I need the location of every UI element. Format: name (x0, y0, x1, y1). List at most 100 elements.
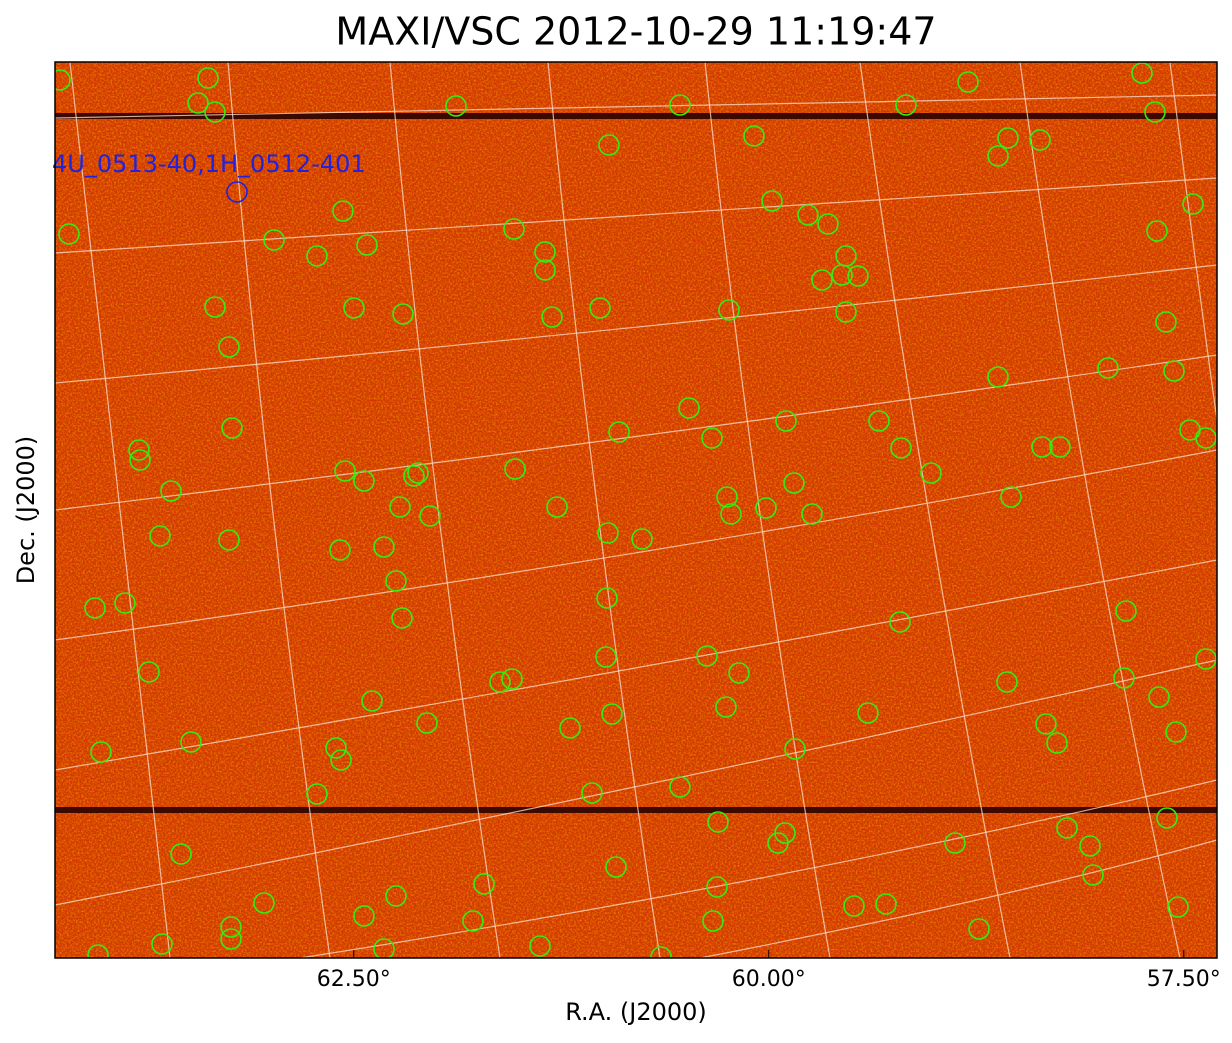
source-marker (1146, 220, 1168, 242)
source-marker (151, 933, 173, 955)
source-marker (204, 101, 226, 123)
grid-line (55, 449, 1217, 641)
source-marker (330, 749, 352, 771)
source-marker (631, 528, 653, 550)
source-marker (160, 480, 182, 502)
grid-line (699, 839, 1217, 958)
source-marker (997, 127, 1019, 149)
source-marker (218, 529, 240, 551)
source-marker (696, 645, 718, 667)
source-marker (187, 92, 209, 114)
image-noise (55, 62, 1217, 958)
source-marker (847, 265, 869, 287)
source-marker (541, 306, 563, 328)
source-marker (343, 297, 365, 319)
source-marker (678, 397, 700, 419)
source-marker (114, 592, 136, 614)
source-marker (197, 67, 219, 89)
source-marker (546, 496, 568, 518)
source-marker (996, 671, 1018, 693)
source-marker (534, 241, 556, 263)
source-marker (221, 417, 243, 439)
dark-stripe (55, 113, 1217, 119)
source-marker (149, 525, 171, 547)
sky-grid (55, 62, 1217, 958)
source-marker (895, 94, 917, 116)
dark-stripe (55, 807, 1217, 813)
source-marker (534, 259, 556, 281)
source-marker (489, 671, 511, 693)
source-marker (170, 843, 192, 865)
source-marker (707, 811, 729, 833)
source-marker (601, 703, 623, 725)
source-marker (1046, 732, 1068, 754)
source-marker (835, 301, 857, 323)
source-marker (389, 496, 411, 518)
source-marker (875, 893, 897, 915)
source-marker (597, 522, 619, 544)
source-marker (373, 938, 395, 958)
grid-line (704, 62, 831, 958)
source-marker (783, 472, 805, 494)
grid-line (55, 354, 1217, 511)
grid-line (55, 559, 1217, 771)
source-marker (669, 776, 691, 798)
source-marker (204, 296, 226, 318)
grid-line (227, 62, 331, 958)
source-marker (797, 204, 819, 226)
source-marker (503, 218, 525, 240)
source-marker (743, 125, 765, 147)
grid-line (1019, 62, 1181, 958)
source-marker (263, 229, 285, 251)
grid-line (389, 62, 501, 958)
x-tick-label: 62.50° (317, 967, 391, 992)
source-marker (720, 503, 742, 525)
source-marker (718, 299, 740, 321)
source-marker (87, 944, 109, 958)
source-marker (218, 336, 240, 358)
source-marker (767, 832, 789, 854)
source-marker (1056, 817, 1078, 839)
y-axis-label: Dec. (J2000) (12, 436, 40, 585)
source-marker (598, 134, 620, 156)
source-marker (559, 717, 581, 739)
source-marker (944, 832, 966, 854)
source-marker (1167, 896, 1189, 918)
source-marker (332, 200, 354, 222)
source-marker (1148, 686, 1170, 708)
grid-line (55, 659, 1217, 906)
annotation: 4U_0513-40,1H_0512-401 (52, 150, 366, 178)
source-marker (1195, 427, 1217, 449)
source-marker (1182, 193, 1204, 215)
source-marker (987, 145, 1009, 167)
source-marker (775, 410, 797, 432)
source-marker (325, 737, 347, 759)
source-marker (1131, 62, 1153, 84)
source-marker (968, 918, 990, 940)
source-marker (253, 892, 275, 914)
source-marker (445, 95, 467, 117)
source-marker (407, 462, 429, 484)
source-marker (715, 696, 737, 718)
sources (55, 62, 1217, 958)
source-marker (1156, 807, 1178, 829)
source-marker (416, 712, 438, 734)
source-marker (608, 421, 630, 443)
x-axis-label: R.A. (J2000) (565, 998, 707, 1026)
source-marker (55, 69, 71, 91)
source-marker (385, 885, 407, 907)
grid-line (547, 62, 661, 958)
source-marker (403, 465, 425, 487)
source-marker (581, 782, 603, 804)
source-marker (129, 449, 151, 471)
source-marker (843, 895, 865, 917)
source-marker (817, 213, 839, 235)
source-marker (1097, 357, 1119, 379)
source-marker (1000, 486, 1022, 508)
source-marker (220, 928, 242, 950)
source-marker (1195, 648, 1217, 670)
sky-image (55, 62, 1217, 958)
source-marker (957, 71, 979, 93)
x-tick-label: 60.00° (732, 967, 806, 992)
